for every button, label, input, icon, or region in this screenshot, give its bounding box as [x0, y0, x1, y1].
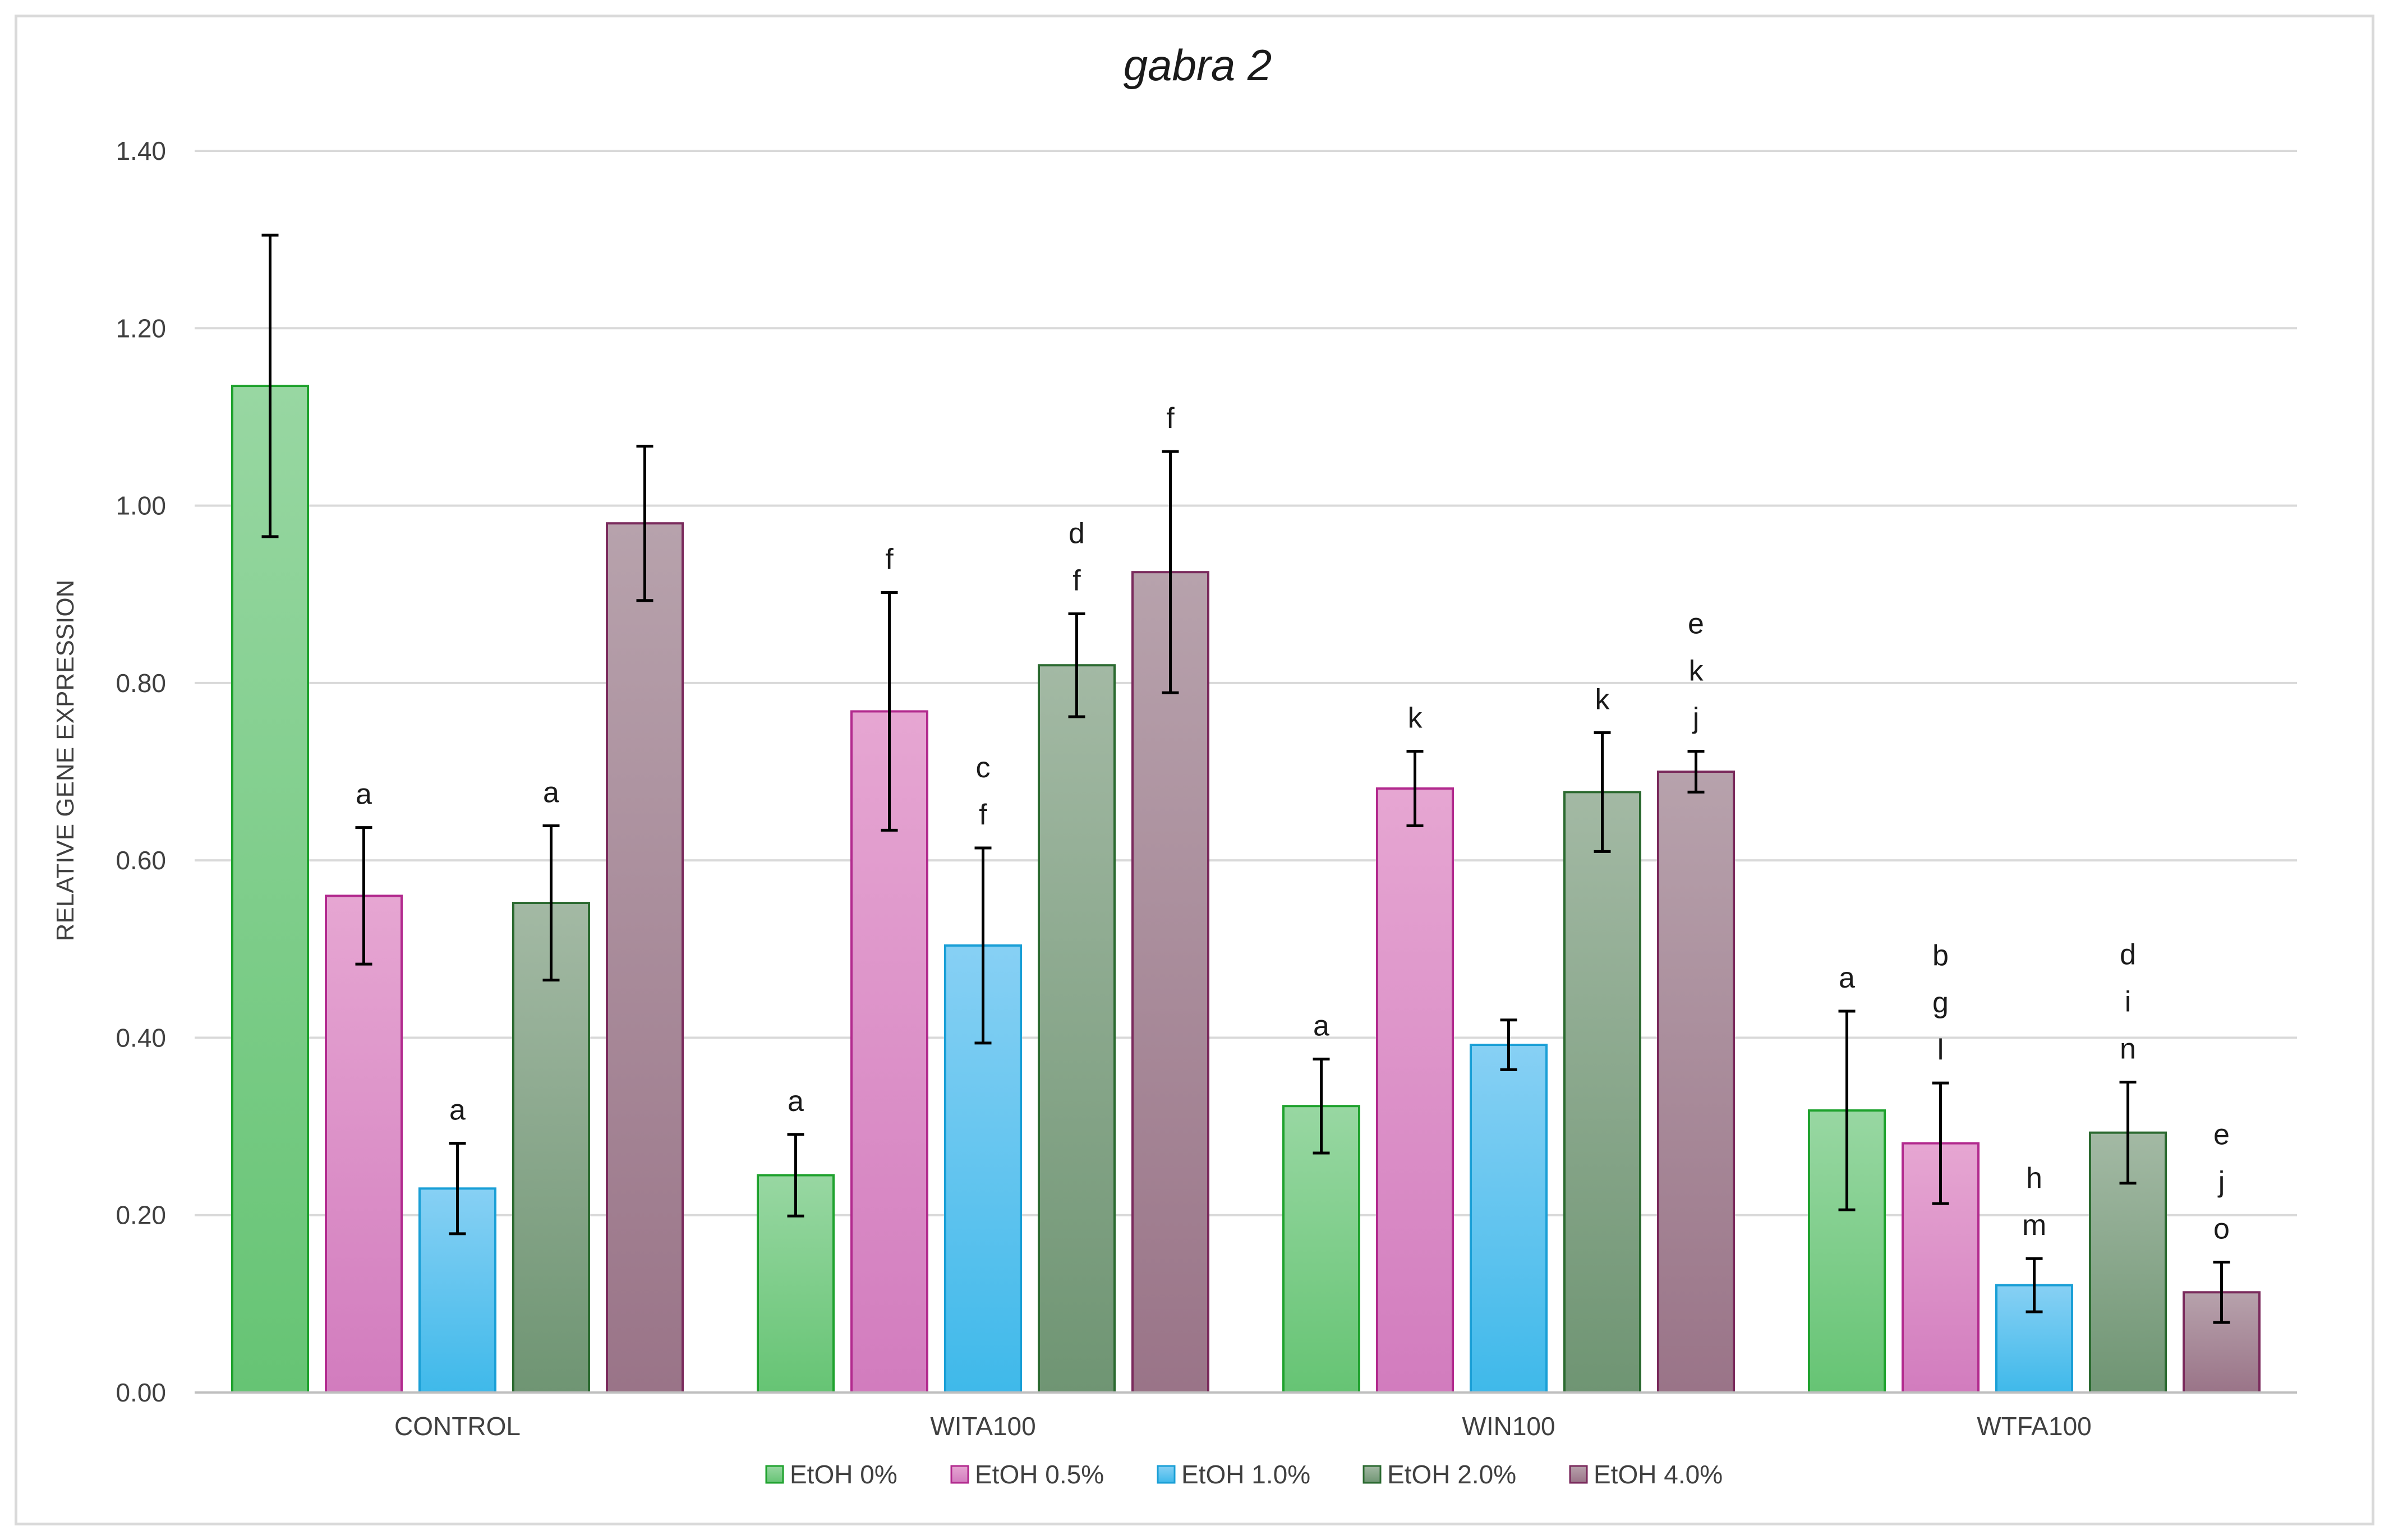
bars — [231, 385, 2261, 1394]
significance-letter: e — [1688, 608, 1704, 640]
legend-label: EtOH 0.5% — [975, 1460, 1104, 1489]
significance-letter: b — [1932, 939, 1949, 972]
error-bar — [2026, 1257, 2043, 1313]
gridlines — [195, 150, 2297, 1216]
x-axis-categories: CONTROL WITA100 WIN100 WTFA100 — [394, 1412, 2092, 1441]
bar — [1282, 1105, 1360, 1394]
significance-letter: h — [2026, 1162, 2042, 1195]
significance-letter: g — [1932, 986, 1949, 1019]
y-tick-label: 0.40 — [116, 1023, 166, 1052]
y-tick-label: 1.00 — [116, 491, 166, 520]
bar — [1657, 771, 1735, 1394]
legend-swatch — [1157, 1465, 1176, 1484]
y-axis-label: RELATIVE GENE EXPRESSION — [52, 580, 79, 942]
bar — [1038, 664, 1116, 1394]
significance-letter: d — [1069, 518, 1085, 550]
significance-letter: f — [979, 799, 987, 831]
significance-letter: a — [1313, 1009, 1329, 1042]
bar — [606, 522, 684, 1394]
error-bar — [1594, 731, 1611, 853]
error-bar — [787, 1133, 804, 1218]
error-bar — [1406, 750, 1424, 827]
significance-letter: l — [1937, 1034, 1944, 1066]
significance-letter: k — [1408, 702, 1423, 735]
category-label: WITA100 — [930, 1412, 1035, 1441]
error-bar — [1932, 1081, 1949, 1205]
bar — [1470, 1044, 1548, 1394]
legend-swatch — [765, 1465, 784, 1484]
legend-label: EtOH 4.0% — [1594, 1460, 1723, 1489]
y-tick-label: 0.20 — [116, 1201, 166, 1230]
bar-chart: gabra 2 RELATIVE GENE EXPRESSION 0.00 0.2… — [52, 40, 2297, 1489]
error-bars — [261, 233, 2230, 1324]
bar — [1376, 787, 1454, 1394]
error-bar — [1162, 450, 1179, 694]
error-bar — [1313, 1057, 1330, 1155]
significance-letter: i — [2125, 986, 2132, 1018]
y-tick-label: 0.60 — [116, 846, 166, 875]
error-bar — [1500, 1018, 1517, 1071]
chart-frame: gabra 2 RELATIVE GENE EXPRESSION 0.00 0.2… — [15, 15, 2374, 1525]
significance-letter: m — [2022, 1209, 2046, 1242]
y-tick-label: 1.20 — [116, 313, 166, 343]
legend-label: EtOH 0% — [790, 1460, 897, 1489]
error-bar — [1838, 1009, 1856, 1211]
legend-item: EtOH 1.0% — [1157, 1460, 1310, 1489]
significance-letter: e — [2213, 1119, 2230, 1151]
y-tick-label: 0.00 — [116, 1378, 166, 1407]
significance-letter: d — [2120, 939, 2136, 971]
y-tick-label: 0.80 — [116, 668, 166, 698]
error-bar — [1068, 612, 1085, 718]
significance-letter: a — [356, 778, 372, 811]
significance-letter: f — [1166, 402, 1175, 435]
error-bar — [2213, 1261, 2230, 1324]
significance-letter: k — [1689, 655, 1704, 688]
legend-item: EtOH 0.5% — [950, 1460, 1104, 1489]
significance-letter: n — [2120, 1033, 2136, 1066]
error-bar — [1687, 750, 1705, 794]
category-label: CONTROL — [394, 1412, 521, 1441]
error-bar — [974, 846, 992, 1045]
legend-swatch — [950, 1465, 969, 1484]
legend-label: EtOH 1.0% — [1181, 1460, 1310, 1489]
error-bar — [636, 445, 653, 602]
significance-letter: a — [1839, 962, 1855, 994]
category-label: WIN100 — [1462, 1412, 1555, 1441]
significance-letter: o — [2213, 1213, 2230, 1246]
significance-letter: c — [976, 751, 991, 784]
legend-item: EtOH 4.0% — [1569, 1460, 1723, 1489]
error-bar — [355, 826, 372, 966]
y-tick-label: 1.40 — [116, 136, 166, 165]
error-bar — [542, 824, 560, 982]
significance-letter: a — [449, 1094, 466, 1127]
legend-item: EtOH 0% — [765, 1460, 897, 1489]
legend-swatch — [1569, 1465, 1588, 1484]
error-bar — [881, 591, 898, 832]
significance-letter: f — [1072, 565, 1081, 597]
error-bar — [261, 233, 279, 538]
bar — [325, 895, 403, 1394]
significance-letter: a — [788, 1085, 804, 1118]
legend: EtOH 0% EtOH 0.5% EtOH 1.0% EtOH 2.0% EtOH 4… — [765, 1460, 1723, 1489]
significance-letter: a — [543, 776, 559, 809]
error-bar — [2119, 1081, 2137, 1185]
category-label: WTFA100 — [1977, 1412, 2092, 1441]
bar — [1131, 571, 1209, 1394]
legend-label: EtOH 2.0% — [1387, 1460, 1516, 1489]
legend-item: EtOH 2.0% — [1362, 1460, 1516, 1489]
error-bar — [449, 1142, 466, 1235]
legend-swatch — [1362, 1465, 1382, 1484]
significance-letter: f — [885, 543, 894, 576]
bar — [1808, 1109, 1886, 1394]
significance-letter: k — [1595, 683, 1610, 716]
significance-letter: j — [1692, 702, 1700, 735]
significance-letter: j — [2217, 1166, 2225, 1198]
y-axis-ticks: 0.00 0.20 0.40 0.60 0.80 1.00 1.20 1.40 — [116, 136, 166, 1407]
bar — [1563, 791, 1641, 1394]
bar — [512, 902, 590, 1394]
chart-title: gabra 2 — [1124, 40, 1272, 90]
